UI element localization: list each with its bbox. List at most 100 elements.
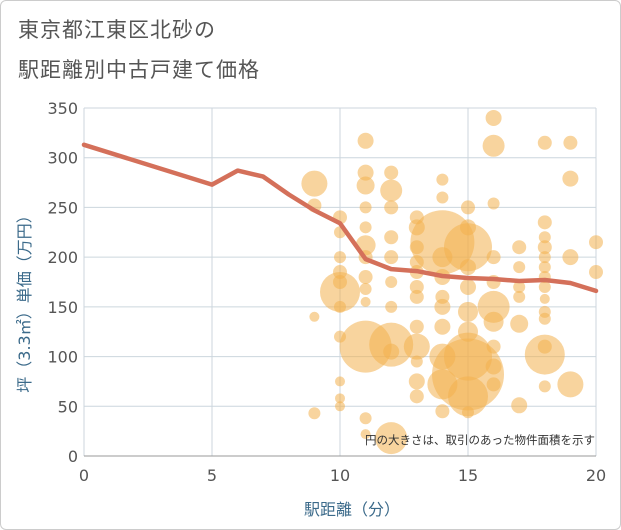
bubble-point [427, 369, 458, 400]
bubble-layer [301, 109, 603, 455]
bubble-point [334, 330, 346, 343]
bubble-point [333, 275, 347, 289]
chart-title-line-1: 東京都江東区北砂の [18, 18, 216, 42]
bubble-point [409, 255, 424, 270]
bubble-point [460, 259, 476, 276]
x-tick-label: 5 [207, 466, 217, 485]
bubble-point [409, 210, 424, 225]
bubble-point [539, 293, 550, 304]
average-price-line [81, 142, 599, 294]
y-tick-label: 50 [58, 397, 78, 416]
bubble-point [409, 279, 424, 294]
bubble-point [335, 376, 345, 387]
size-note: 円の大きさは、取引のあった物件面積を示す [365, 433, 595, 447]
bubble-point [458, 321, 478, 342]
bubble-point [383, 343, 400, 360]
y-axis-label: 坪（3.3㎡）単価（万円） [15, 207, 34, 392]
bubble-point [435, 404, 450, 419]
bubble-point [537, 339, 552, 354]
bubble-point [510, 314, 529, 333]
bubble-point [563, 135, 578, 150]
bubble-point [359, 412, 372, 425]
bubble-point [309, 311, 320, 322]
axes: 0 50 100 150 200 250 300 350 0 5 10 15 20 [47, 99, 606, 485]
bubble-point [537, 240, 552, 255]
bubble-point [485, 358, 502, 375]
bubble-point [434, 298, 451, 315]
bubble-point [562, 249, 579, 266]
bubble-point [513, 261, 526, 274]
bubble-point [384, 250, 399, 265]
bubble-point [429, 343, 456, 370]
bubble-point [359, 221, 372, 234]
bubble-point [436, 191, 449, 204]
bubble-point [513, 280, 526, 293]
bubble-point [380, 179, 403, 202]
bubble-point [589, 235, 603, 250]
bubble-point [461, 200, 475, 215]
bubble-point [589, 265, 603, 280]
bubble-point [408, 219, 425, 236]
x-axis-label: 駅距離（分） [304, 500, 400, 519]
bubble-point [358, 270, 373, 285]
bubble-point [462, 406, 474, 419]
bubble-point [308, 407, 321, 420]
bubble-point [448, 376, 488, 417]
bubble-point [384, 200, 399, 215]
bubble-point [320, 271, 360, 312]
bubble-point [434, 318, 451, 335]
bubble-point [435, 289, 450, 304]
bubble-point [486, 377, 501, 392]
bubble-point [436, 173, 449, 186]
bubble-point [359, 201, 372, 214]
bubble-point [432, 247, 453, 268]
chart-title-line-2: 駅距離別中古戸建て価格 [18, 58, 260, 82]
bubble-point [335, 401, 345, 412]
bubble-point [360, 429, 371, 440]
y-tick-label: 100 [47, 348, 78, 367]
bubble-point [487, 197, 500, 210]
bubble-point [538, 261, 551, 274]
bubble-point [482, 134, 505, 157]
bubble-point [375, 422, 408, 455]
bubble-point [334, 251, 346, 264]
bubble-point [537, 215, 552, 230]
bubble-point [538, 312, 551, 325]
bubble-point [444, 332, 492, 381]
bubble-point [524, 334, 565, 375]
y-tick-label: 150 [47, 298, 78, 317]
bubble-point [538, 380, 551, 393]
bubble-point [409, 319, 424, 334]
bubble-point [335, 393, 345, 404]
bubble-point [483, 311, 504, 332]
bubble-point [384, 165, 399, 180]
bubble-point [460, 278, 476, 295]
bubble-point [538, 231, 551, 244]
x-tick-label: 10 [330, 466, 350, 485]
bubble-point [537, 135, 552, 150]
y-tick-label: 350 [47, 99, 78, 118]
bubble-point [334, 300, 346, 313]
y-tick-label: 200 [47, 248, 78, 267]
x-tick-label: 20 [586, 466, 606, 485]
bubble-point [410, 355, 423, 368]
bubble-point [357, 132, 374, 149]
bubble-point [486, 250, 501, 265]
bubble-point [403, 333, 430, 360]
y-tick-label: 250 [47, 198, 78, 217]
x-tick-label: 0 [79, 466, 89, 485]
bubble-point [409, 240, 424, 255]
bubble-point [511, 397, 528, 414]
bubble-point [513, 290, 526, 303]
bubble-point [538, 251, 551, 264]
bubble-point [408, 373, 425, 390]
bubble-point [485, 109, 502, 126]
bubble-point [444, 223, 492, 272]
bubble-point [486, 339, 501, 354]
bubble-point [301, 170, 328, 197]
bubble-point [333, 265, 347, 280]
bubble-point [385, 300, 398, 313]
bubble-point [477, 290, 510, 323]
bubble-point [356, 176, 375, 195]
